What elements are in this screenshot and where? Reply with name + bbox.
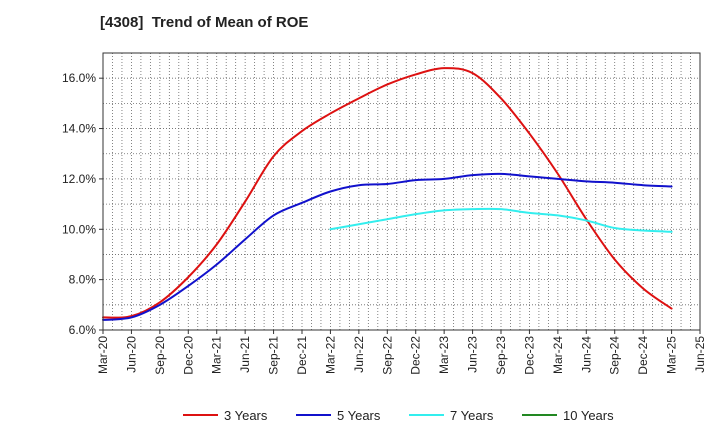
chart-title: [4308] Trend of Mean of ROE	[100, 14, 309, 31]
x-tick-label: Sep-22	[380, 336, 394, 375]
x-tick-label: Sep-24	[608, 336, 622, 375]
x-tick-label: Jun-20	[124, 336, 138, 373]
y-tick-label: 10.0%	[62, 222, 96, 236]
y-tick-label: 14.0%	[62, 122, 96, 136]
legend-label: 7 Years	[450, 408, 494, 423]
x-tick-label: Jun-22	[352, 336, 366, 373]
x-tick-label: Mar-25	[665, 336, 679, 374]
y-axis: 6.0% 8.0% 10.0% 12.0% 14.0% 16.0%	[62, 71, 103, 337]
y-tick-label: 12.0%	[62, 172, 96, 186]
x-tick-label: Mar-22	[323, 336, 337, 374]
x-tick-label: Jun-25	[693, 336, 707, 373]
series-line-7-years	[329, 207, 673, 233]
legend: 3 Years 5 Years 7 Years 10 Years	[183, 408, 614, 423]
x-tick-label: Dec-24	[636, 336, 650, 375]
x-tick-label: Sep-20	[153, 336, 167, 375]
x-axis: Mar-20 Jun-20 Sep-20 Dec-20 Mar-21 Jun-21 Sep-…	[96, 330, 707, 375]
series-line-3-years	[102, 67, 673, 319]
x-tick-label: Mar-24	[551, 336, 565, 374]
x-tick-label: Jun-24	[579, 336, 593, 373]
series-line-5-years	[102, 172, 673, 321]
x-tick-label: Dec-21	[295, 336, 309, 375]
legend-label: 10 Years	[563, 408, 614, 423]
x-tick-label: Dec-20	[181, 336, 195, 375]
y-tick-label: 8.0%	[69, 273, 97, 287]
y-tick-label: 16.0%	[62, 71, 96, 85]
y-tick-label: 6.0%	[69, 323, 97, 337]
series-layer	[102, 67, 673, 321]
x-tick-label: Mar-20	[96, 336, 110, 374]
x-tick-label: Mar-23	[437, 336, 451, 374]
x-tick-label: Mar-21	[210, 336, 224, 374]
x-tick-label: Dec-23	[522, 336, 536, 375]
legend-label: 5 Years	[337, 408, 381, 423]
plot-frame	[102, 52, 701, 331]
x-tick-label: Jun-23	[466, 336, 480, 373]
grid-layer	[103, 53, 700, 330]
x-tick-label: Jun-21	[238, 336, 252, 373]
x-tick-label: Sep-23	[494, 336, 508, 375]
x-tick-label: Dec-22	[409, 336, 423, 375]
x-tick-label: Sep-21	[267, 336, 281, 375]
legend-label: 3 Years	[224, 408, 268, 423]
